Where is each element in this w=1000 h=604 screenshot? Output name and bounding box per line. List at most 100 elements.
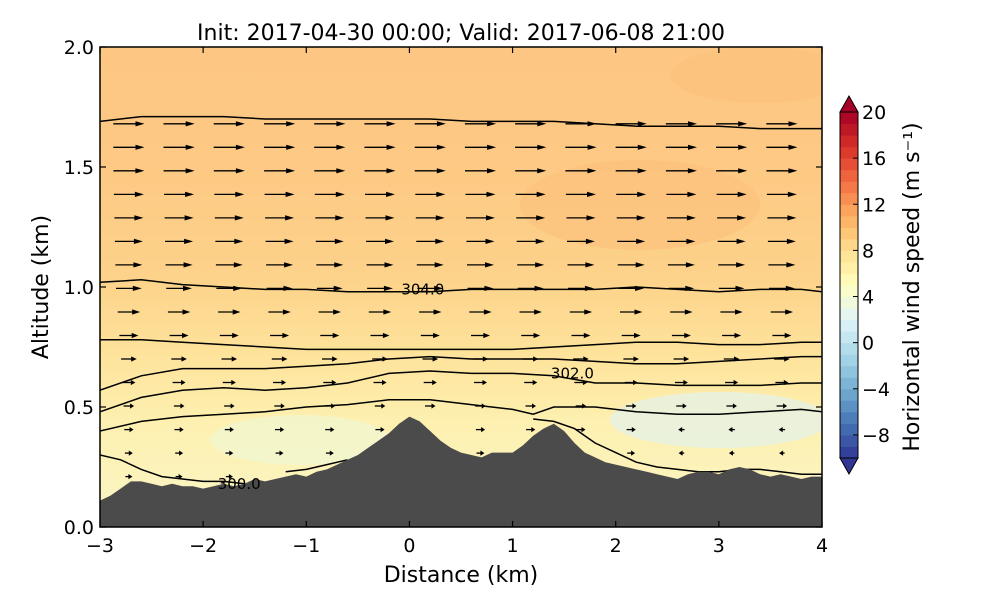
wind-vector-head bbox=[329, 450, 334, 456]
wind-vector-head bbox=[537, 168, 547, 174]
contour-label: 304.0 bbox=[401, 280, 444, 298]
wind-vector-head bbox=[179, 427, 184, 433]
wind-vector-head bbox=[484, 285, 494, 291]
wind-vector-head bbox=[229, 427, 234, 433]
wind-vector-head bbox=[787, 191, 797, 197]
wind-vector-head bbox=[178, 474, 183, 480]
wind-vector-head bbox=[482, 356, 489, 362]
wind-vector-head bbox=[431, 403, 436, 409]
colorbar-segment bbox=[840, 388, 858, 401]
wind-vector-head bbox=[480, 450, 485, 456]
y-axis-ticks: 0.0 0.5 1.0 1.5 2.0 bbox=[64, 37, 822, 539]
wind-vector-head bbox=[737, 191, 747, 197]
colorbar-tick-label: 12 bbox=[862, 194, 886, 216]
wind-vector-head bbox=[535, 262, 545, 268]
wind-vector-head bbox=[631, 427, 636, 433]
wind-vector-head bbox=[534, 309, 542, 315]
colorbar-segment bbox=[840, 308, 858, 321]
wind-vector-head bbox=[234, 215, 244, 221]
wind-vector-head bbox=[235, 144, 245, 150]
wind-vector-head bbox=[233, 262, 243, 268]
wind-vector-head bbox=[382, 379, 387, 386]
wind-vector-head bbox=[179, 450, 184, 456]
wind-vector-head bbox=[282, 332, 290, 339]
x-tick-label: 0 bbox=[403, 535, 415, 557]
wind-vector-head bbox=[784, 356, 790, 362]
colorbar-segment bbox=[840, 112, 858, 125]
wind-vector-head bbox=[785, 285, 795, 291]
wind-vector-head bbox=[587, 168, 597, 174]
wind-vector-head bbox=[735, 309, 743, 315]
wind-vector-head bbox=[434, 285, 444, 291]
wind-vector-head bbox=[181, 356, 187, 362]
plot-area: 300.0 302.0 304.0 −3 −2 −1 0 1 2 3 4 0.0 0.5 1.0 1.5… bbox=[64, 37, 828, 557]
wind-vector-head bbox=[728, 450, 733, 456]
theta-contour-line bbox=[100, 454, 245, 485]
x-axis-ticks: −3 −2 −1 0 1 2 3 4 bbox=[86, 47, 828, 557]
wind-vector-head bbox=[482, 379, 487, 386]
wind-vector-head bbox=[135, 121, 145, 127]
wind-vector-head bbox=[779, 450, 784, 456]
wind-vector-head bbox=[284, 262, 294, 268]
wind-vectors bbox=[113, 121, 798, 480]
wind-vector-head bbox=[682, 403, 687, 409]
wind-vector-head bbox=[129, 427, 134, 433]
wind-vector-head bbox=[181, 379, 186, 386]
wind-vector-head bbox=[635, 262, 645, 268]
wind-vector-head bbox=[333, 309, 341, 315]
wind-vector-head bbox=[583, 356, 589, 362]
wind-vector-head bbox=[133, 238, 143, 244]
wind-vector-head bbox=[586, 215, 596, 221]
wind-vector-head bbox=[585, 262, 595, 268]
wind-vector-head bbox=[385, 215, 395, 221]
wind-vector-head bbox=[281, 356, 288, 362]
wind-vector-head bbox=[235, 121, 245, 127]
wind-vector-head bbox=[282, 309, 291, 315]
colorbar-segment bbox=[840, 377, 858, 390]
wind-vector-head bbox=[434, 262, 444, 268]
wind-vector-head bbox=[483, 332, 490, 339]
wind-vector-head bbox=[335, 191, 345, 197]
colorbar-segment bbox=[840, 204, 858, 217]
wind-vector-head bbox=[483, 309, 492, 315]
wind-vector-head bbox=[687, 168, 697, 174]
wind-vector-head bbox=[487, 168, 496, 174]
colorbar-segment bbox=[840, 215, 858, 228]
theta-contour-line bbox=[533, 418, 822, 475]
wind-vector-head bbox=[286, 121, 296, 127]
colorbar-segment bbox=[840, 423, 858, 436]
wind-vector-head bbox=[134, 215, 144, 221]
wind-vector-head bbox=[228, 474, 233, 480]
wind-vector-head bbox=[637, 191, 647, 197]
wind-vector-head bbox=[534, 285, 544, 291]
colorbar-label: Horizontal wind speed (m s⁻¹) bbox=[900, 122, 925, 451]
wind-vector-head bbox=[382, 356, 388, 362]
x-tick-label: 2 bbox=[610, 535, 622, 557]
colorbar-segment bbox=[840, 158, 858, 171]
wind-vector-head bbox=[686, 215, 696, 221]
wind-vector-head bbox=[286, 168, 296, 174]
wind-vector-head bbox=[736, 262, 746, 268]
wind-vector-head bbox=[383, 309, 392, 315]
wind-vector-head bbox=[231, 379, 236, 386]
x-tick-label: −2 bbox=[189, 535, 217, 557]
wind-vector-head bbox=[286, 144, 296, 150]
colorbar-segment bbox=[840, 331, 858, 344]
wind-vector-head bbox=[433, 332, 440, 339]
wind-vector-head bbox=[738, 144, 748, 150]
wind-vector-head bbox=[386, 168, 396, 174]
wind-vector-head bbox=[788, 144, 798, 150]
wind-vector-head bbox=[587, 121, 597, 127]
wind-vector-head bbox=[734, 356, 740, 362]
wind-vector-head bbox=[432, 379, 437, 386]
y-tick-label: 0.0 bbox=[64, 517, 94, 539]
wind-vector-head bbox=[386, 144, 396, 150]
wind-vector-head bbox=[183, 262, 193, 268]
wind-vector-head bbox=[536, 215, 546, 221]
wind-vector-head bbox=[686, 238, 696, 244]
colorbar-segment bbox=[840, 296, 858, 309]
wind-vector-head bbox=[736, 238, 746, 244]
wind-vector-head bbox=[734, 332, 742, 339]
wind-vector-head bbox=[281, 379, 287, 386]
colorbar-tick-label: 20 bbox=[862, 102, 886, 124]
